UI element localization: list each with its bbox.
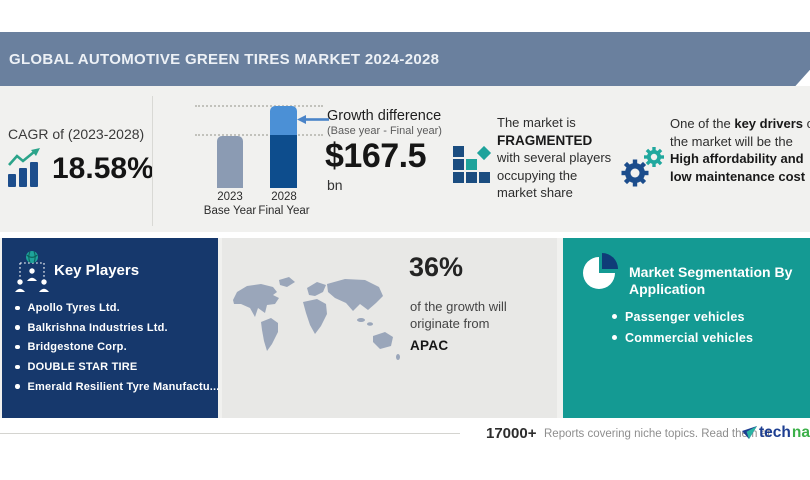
key-driver-highlight-2: High affordability and low maintenance c… — [670, 151, 806, 184]
bar-chart-up-arrow-icon — [8, 148, 40, 187]
key-driver-highlight-1: key drivers — [734, 116, 804, 131]
bar-2028-base-segment — [270, 135, 297, 188]
brand-text-navio: navio — [791, 424, 810, 441]
org-people-globe-icon — [15, 251, 49, 292]
list-item: Emerald Resilient Tyre Manufactu... — [15, 377, 219, 397]
apac-region-label: APAC — [410, 338, 449, 353]
growth-difference-title: Growth difference — [327, 108, 442, 124]
technavio-logo: tech navio — [742, 424, 810, 442]
fragmented-highlight: FRAGMENTED — [497, 132, 593, 148]
bar-label-2028: 2028 Final Year — [258, 191, 310, 217]
apac-growth-panel: 36% of the growth will originate from AP… — [222, 238, 557, 418]
bullet-icon — [612, 335, 617, 340]
gears-icon — [621, 147, 664, 187]
list-item: DOUBLE STAR TIRE — [15, 357, 213, 377]
key-players-panel: Key Players Apollo Tyres Ltd. Balkrishna… — [2, 238, 219, 418]
left-arrow-icon — [297, 115, 329, 124]
segmentation-list: Passenger vehicles Commercial vehicles — [612, 306, 753, 348]
key-players-list: Apollo Tyres Ltd. Balkrishna Industries … — [15, 298, 219, 397]
bar-2023-base-year — [217, 136, 243, 188]
apac-percent: 36% — [409, 252, 464, 282]
apac-growth-text: of the growth will originate from — [410, 299, 507, 331]
growth-difference-unit: bn — [327, 177, 343, 193]
list-item: Balkrishna Industries Ltd. — [15, 318, 213, 338]
section-divider — [152, 96, 153, 226]
key-driver-text: One of the key drivers of the market wil… — [670, 116, 810, 184]
world-map-icon — [233, 277, 400, 360]
cagr-label: CAGR of (2023-2028) — [8, 126, 145, 142]
chart-gridline-base — [195, 134, 323, 136]
footer-divider — [0, 433, 460, 434]
list-item: Apollo Tyres Ltd. — [15, 298, 213, 318]
fragmented-market-text: The market is FRAGMENTED with several pl… — [497, 115, 612, 200]
segmentation-title: Market Segmentation By Application — [629, 264, 793, 297]
growth-difference-subtitle: (Base year - Final year) — [327, 125, 442, 137]
chart-gridline-top — [195, 105, 323, 107]
key-players-title: Key Players — [54, 262, 140, 279]
bullet-icon — [612, 314, 617, 319]
stats-band-background — [0, 86, 810, 232]
reports-count: 17000+ — [486, 425, 537, 442]
page-title: GLOBAL AUTOMOTIVE GREEN TIRES MARKET 202… — [9, 50, 440, 68]
bar-label-2023: 2023 Base Year — [203, 191, 257, 217]
scattered-squares-icon — [453, 146, 492, 183]
bullet-icon — [15, 325, 20, 330]
cagr-value: 18.58% — [52, 152, 154, 185]
bullet-icon — [15, 384, 20, 389]
bar-2028-growth-segment — [270, 106, 297, 135]
market-segmentation-panel: Market Segmentation By Application Passe… — [563, 238, 810, 418]
growth-difference-value: $167.5 — [325, 137, 427, 175]
list-item: Passenger vehicles — [612, 306, 753, 327]
bar-2028-final-year — [270, 106, 297, 188]
brand-text-tech: tech — [759, 424, 791, 441]
pie-chart-icon — [583, 253, 618, 289]
bullet-icon — [15, 305, 20, 311]
technavio-arrow-icon — [742, 426, 757, 439]
footer-caption: Reports covering niche topics. Read them… — [544, 428, 771, 440]
bullet-icon — [15, 344, 20, 350]
list-item: Bridgestone Corp. — [15, 337, 213, 357]
bullet-icon — [15, 364, 20, 370]
list-item: Commercial vehicles — [612, 327, 753, 348]
header-bar: GLOBAL AUTOMOTIVE GREEN TIRES MARKET 202… — [0, 32, 810, 86]
